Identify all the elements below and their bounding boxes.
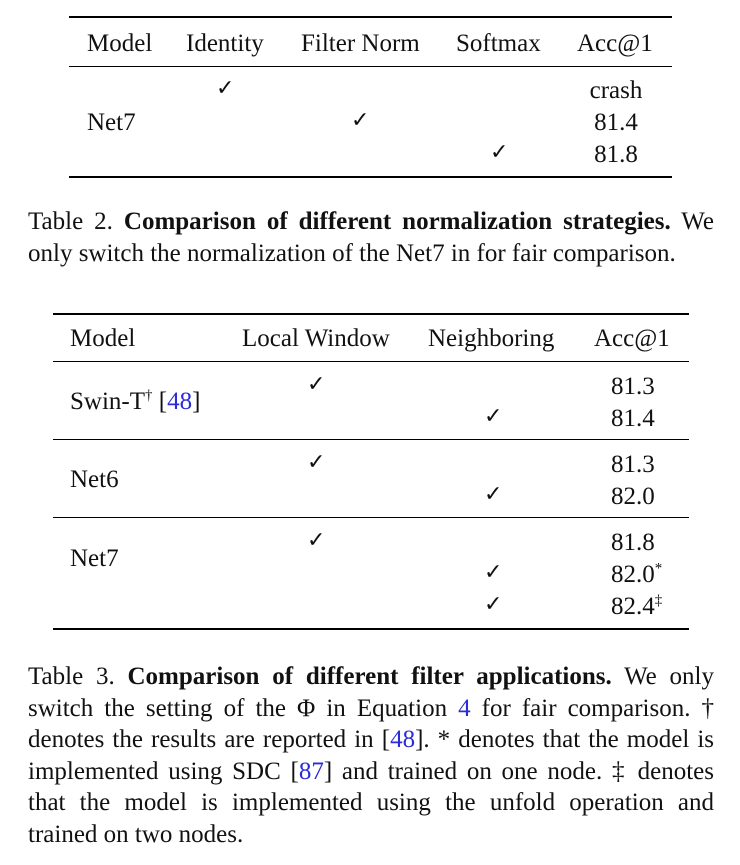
table3-caption-text: ] and trained on one node. ‡ denotes tha… [28,757,715,848]
table2-header-filter-norm: Filter Norm [301,30,420,57]
citation-link[interactable]: 87 [298,757,324,785]
table2-mid-rule [69,66,672,67]
table2-bottom-rule [69,176,672,178]
table2-header-identity: Identity [186,30,264,57]
table2-caption-title: Comparison of different normalization st… [123,208,671,235]
table3-bottom-rule [53,628,689,630]
check-mark-icon: ✓ [216,76,235,101]
table2-caption: Table 2. Comparison of different normali… [28,206,714,269]
equation-link[interactable]: 4 [458,694,471,722]
table3-header-local-window: Local Window [242,325,390,352]
table2-acc-cell: 81.8 [594,141,638,168]
check-mark-icon: ✓ [484,592,503,617]
table3-caption-label: Table 3. [28,663,115,690]
table2-header-softmax: Softmax [456,30,541,57]
table3-model-swin-t: Swin-T† [48] [70,387,201,415]
check-mark-icon: ✓ [490,140,509,165]
table2-header-acc: Acc@1 [577,30,653,57]
table3-acc-cell: 81.3 [611,373,655,400]
check-mark-icon: ✓ [307,528,326,553]
table3-caption-text: for fair comparison. † denotes the resul… [28,694,715,754]
table2-model-cell: Net7 [87,109,136,136]
table3-header-model: Model [70,325,136,352]
table2-caption-text: We only switch the normalization of the … [28,208,714,267]
table3-acc-cell: 81.8 [611,529,655,556]
table3-group-rule [53,517,689,518]
table3-acc-cell: 81.4 [611,405,655,432]
table3-caption: Table 3. Comparison of different filter … [28,661,714,850]
check-mark-icon: ✓ [484,482,503,507]
table2-top-rule [69,16,672,18]
table2-caption-label: Table 2. [28,208,113,235]
table3-header-neighboring: Neighboring [428,325,555,352]
check-mark-icon: ✓ [484,404,503,429]
check-mark-icon: ✓ [484,560,503,585]
table3-model-net6: Net6 [70,466,119,493]
check-mark-icon: ✓ [307,372,326,397]
table3-caption-text: ]. * denotes that the model is implement… [28,726,714,785]
table3-acc-cell: 82.4‡ [611,592,663,620]
table2-acc-cell: 81.4 [594,109,638,136]
table3-top-rule [53,313,689,315]
table3-caption-text: We only switch the setting of the Φ in E… [28,663,714,722]
table3-acc-cell: 82.0* [611,560,663,588]
check-mark-icon: ✓ [351,108,370,133]
check-mark-icon: ✓ [307,450,326,475]
table3-group-rule [53,439,689,440]
table3-acc-cell: 81.3 [611,451,655,478]
table3-header-rule [53,361,689,362]
table2-acc-cell: crash [589,77,643,104]
table2-header-model: Model [87,30,153,57]
table3-header-acc: Acc@1 [594,325,670,352]
citation-link[interactable]: 48 [390,726,416,753]
table3-model-net7: Net7 [70,545,119,572]
citation-link[interactable]: 48 [167,388,193,415]
table3-acc-cell: 82.0 [611,483,655,510]
table3-caption-title: Comparison of different filter applicati… [127,663,612,690]
